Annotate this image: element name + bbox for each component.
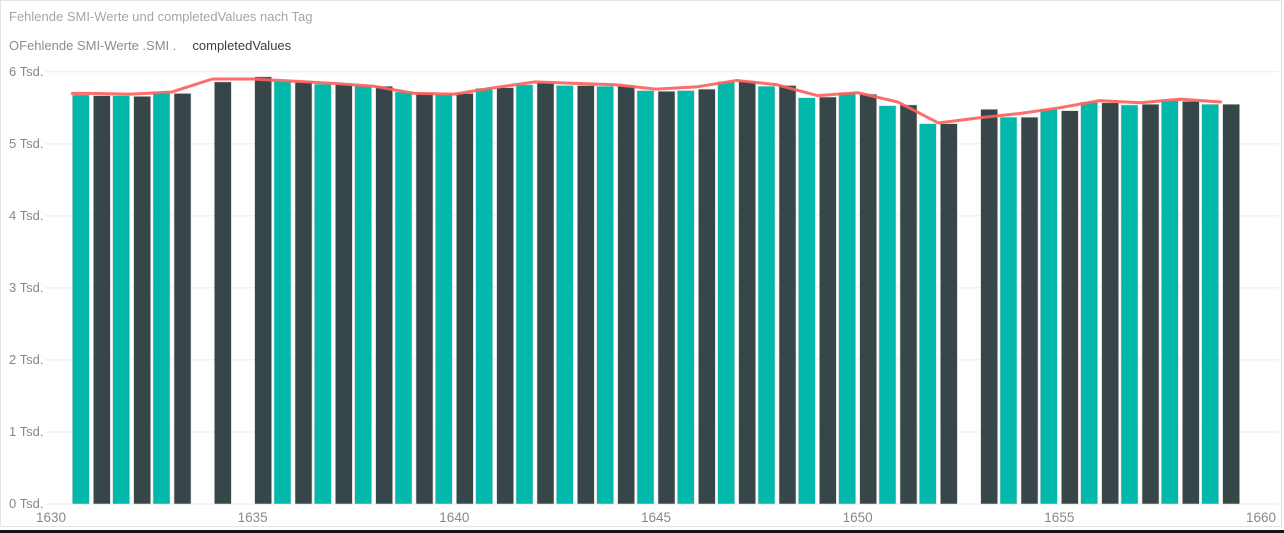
bar-fehlende-smi-1642[interactable] bbox=[515, 84, 534, 505]
x-axis-tick-1640: 1640 bbox=[439, 510, 469, 525]
bar-completedvalues-1658[interactable] bbox=[1182, 101, 1200, 505]
bar-fehlende-smi-1641[interactable] bbox=[475, 88, 493, 505]
bar-completedvalues-1648[interactable] bbox=[778, 85, 797, 505]
bar-completedvalues-1649[interactable] bbox=[819, 96, 837, 505]
bar-fehlende-smi-1633[interactable] bbox=[152, 92, 171, 505]
bar-completedvalues-1659[interactable] bbox=[1222, 103, 1240, 505]
bar-fehlende-smi-1655[interactable] bbox=[1040, 108, 1058, 505]
x-axis-tick-1655: 1655 bbox=[1044, 510, 1074, 525]
bar-completedvalues-1635[interactable] bbox=[254, 76, 272, 505]
bar-fehlende-smi-1648[interactable] bbox=[757, 85, 776, 505]
bar-fehlende-smi-1631[interactable] bbox=[72, 94, 90, 505]
legend-circle-marker: O bbox=[9, 38, 20, 53]
y-axis-tick-1: 1 Tsd. bbox=[9, 424, 43, 439]
trend-line[interactable] bbox=[70, 77, 1223, 125]
bar-completedvalues-1639[interactable] bbox=[415, 92, 434, 505]
bar-completedvalues-1641[interactable] bbox=[496, 87, 514, 505]
y-axis-tick-6: 6 Tsd. bbox=[9, 64, 43, 79]
bar-completedvalues-1646[interactable] bbox=[698, 88, 716, 505]
bar-completedvalues-1650[interactable] bbox=[859, 93, 877, 505]
y-axis-tick-0: 0 Tsd. bbox=[9, 496, 43, 511]
legend-item-completedvalues[interactable]: completedValues bbox=[192, 38, 291, 53]
bar-completedvalues-1633[interactable] bbox=[173, 93, 192, 505]
x-axis-tick-1650: 1650 bbox=[843, 510, 873, 525]
bar-completedvalues-1654[interactable] bbox=[1020, 116, 1039, 505]
bar-fehlende-smi-1658[interactable] bbox=[1161, 100, 1179, 505]
bar-completedvalues-1637[interactable] bbox=[335, 83, 353, 505]
x-axis-tick-1635: 1635 bbox=[238, 510, 268, 525]
y-axis-tick-4: 4 Tsd. bbox=[9, 208, 43, 223]
bar-completedvalues-1644[interactable] bbox=[617, 85, 635, 505]
bar-completedvalues-1636[interactable] bbox=[294, 81, 313, 505]
bar-completedvalues-1640[interactable] bbox=[456, 93, 474, 505]
legend: OFehlende SMI-Werte .SMI . completedValu… bbox=[9, 38, 291, 53]
bar-completedvalues-1634[interactable] bbox=[214, 81, 232, 505]
bar-completedvalues-1655[interactable] bbox=[1061, 110, 1079, 505]
bar-fehlende-smi-1651[interactable] bbox=[878, 105, 897, 505]
bar-completedvalues-1657[interactable] bbox=[1141, 103, 1160, 505]
bar-fehlende-smi-1654[interactable] bbox=[999, 116, 1018, 505]
x-axis-tick-1630: 1630 bbox=[36, 510, 66, 525]
bar-fehlende-smi-1643[interactable] bbox=[556, 85, 574, 505]
x-axis-tick-1660: 1660 bbox=[1246, 510, 1276, 525]
bar-completedvalues-1656[interactable] bbox=[1101, 102, 1119, 505]
bar-completedvalues-1645[interactable] bbox=[657, 90, 676, 505]
bar-completedvalues-1642[interactable] bbox=[536, 82, 555, 505]
bar-completedvalues-1651[interactable] bbox=[899, 104, 918, 505]
bar-fehlende-smi-1652[interactable] bbox=[919, 123, 937, 505]
bar-fehlende-smi-1656[interactable] bbox=[1080, 101, 1098, 505]
bar-fehlende-smi-1646[interactable] bbox=[677, 90, 695, 505]
bar-completedvalues-1653[interactable] bbox=[980, 108, 998, 505]
chart-title: Fehlende SMI-Werte und completedValues n… bbox=[9, 9, 313, 24]
bar-fehlende-smi-1637[interactable] bbox=[314, 83, 332, 505]
bar-completedvalues-1638[interactable] bbox=[375, 85, 393, 505]
bar-fehlende-smi-1639[interactable] bbox=[394, 91, 413, 505]
bar-fehlende-smi-1657[interactable] bbox=[1120, 104, 1139, 505]
window-bottom-edge bbox=[0, 530, 1284, 533]
bar-fehlende-smi-1645[interactable] bbox=[636, 90, 655, 505]
bar-fehlende-smi-1650[interactable] bbox=[838, 92, 856, 505]
bar-fehlende-smi-1659[interactable] bbox=[1201, 103, 1219, 505]
legend-item-fehlende-smi-werte[interactable]: OFehlende SMI-Werte .SMI . bbox=[9, 38, 176, 53]
bar-fehlende-smi-1636[interactable] bbox=[273, 80, 292, 505]
bar-completedvalues-1643[interactable] bbox=[577, 85, 595, 505]
bar-fehlende-smi-1644[interactable] bbox=[596, 85, 614, 505]
bar-fehlende-smi-1632[interactable] bbox=[112, 95, 130, 505]
y-axis-tick-2: 2 Tsd. bbox=[9, 352, 43, 367]
y-axis-tick-5: 5 Tsd. bbox=[9, 136, 43, 151]
legend-label: completedValues bbox=[192, 38, 292, 53]
bar-completedvalues-1632[interactable] bbox=[133, 95, 151, 505]
bar-fehlende-smi-1640[interactable] bbox=[435, 93, 453, 505]
x-axis-tick-1645: 1645 bbox=[641, 510, 671, 525]
bar-fehlende-smi-1647[interactable] bbox=[717, 81, 735, 505]
bar-completedvalues-1647[interactable] bbox=[738, 80, 756, 505]
bar-fehlende-smi-1649[interactable] bbox=[798, 97, 816, 505]
bar-completedvalues-1652[interactable] bbox=[940, 123, 958, 505]
y-axis-tick-3: 3 Tsd. bbox=[9, 280, 43, 295]
bar-completedvalues-1631[interactable] bbox=[93, 95, 111, 505]
legend-label: Fehlende SMI-Werte .SMI . bbox=[19, 38, 177, 53]
bar-fehlende-smi-1638[interactable] bbox=[354, 85, 372, 505]
